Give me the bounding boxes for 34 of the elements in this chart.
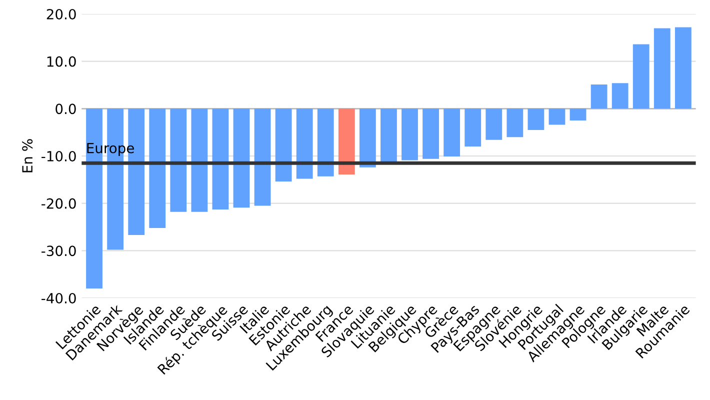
bar <box>402 108 418 160</box>
bar <box>170 108 187 212</box>
bar <box>422 108 439 159</box>
bar <box>149 108 166 228</box>
bar <box>275 108 292 182</box>
bar <box>444 108 460 156</box>
bar <box>359 108 376 168</box>
bar <box>191 108 208 212</box>
bar <box>233 108 250 208</box>
y-tick-label: 10.0 <box>47 56 76 67</box>
y-tick-label: -30.0 <box>42 246 76 256</box>
bar <box>590 84 608 109</box>
y-tick-label: -10.0 <box>42 150 76 162</box>
bar <box>548 108 566 125</box>
y-tick-label: 0.0 <box>56 104 76 114</box>
bar <box>570 108 586 120</box>
bar <box>380 108 397 163</box>
bar <box>296 108 313 179</box>
bar <box>212 108 229 210</box>
bar <box>254 108 271 206</box>
y-tick-label: 20.0 <box>46 8 76 20</box>
bar <box>674 27 692 109</box>
bar <box>486 108 502 140</box>
y-tick-label: -40.0 <box>42 292 76 304</box>
y-tick-label: -20.0 <box>42 198 76 209</box>
bar <box>506 108 524 138</box>
y-axis-title: En % <box>22 139 33 172</box>
bar <box>317 108 334 176</box>
bar <box>654 28 670 109</box>
bar <box>632 44 650 109</box>
bar <box>528 108 544 130</box>
bar <box>464 108 482 147</box>
bar <box>612 83 628 109</box>
bar <box>338 108 355 174</box>
